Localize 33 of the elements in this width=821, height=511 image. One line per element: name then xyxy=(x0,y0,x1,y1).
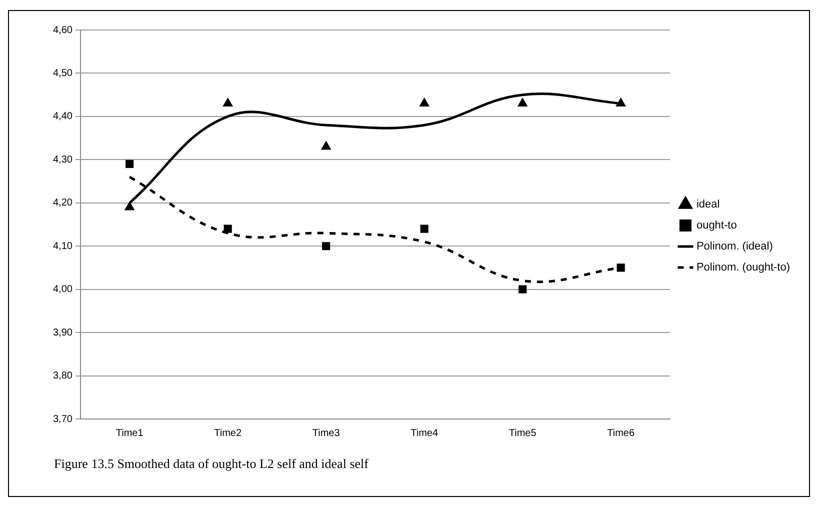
point xyxy=(616,98,626,106)
x-tick-label: Time6 xyxy=(607,428,635,439)
legend-label: ought-to xyxy=(696,220,737,232)
legend-label: ideal xyxy=(696,198,720,211)
point xyxy=(321,141,331,150)
legend-label: Polinom. (ought-to) xyxy=(696,262,790,274)
y-tick-label: 4,30 xyxy=(52,154,73,166)
point xyxy=(616,264,625,272)
point xyxy=(420,224,428,233)
x-tick-label: Time4 xyxy=(410,428,438,439)
y-tick-label: 4,10 xyxy=(52,240,73,252)
x-tick-label: Time1 xyxy=(116,428,144,439)
legend-label: Polinom. (ideal) xyxy=(696,240,773,253)
y-tick-label: 4,50 xyxy=(52,68,73,79)
y-tick-label: 3,90 xyxy=(52,327,73,338)
point xyxy=(420,98,430,106)
point xyxy=(124,202,134,210)
y-tick-label: 4,00 xyxy=(52,284,73,296)
caption: Figure 13.5 Smoothed data of ought-to L2 self and ideal self xyxy=(54,456,368,472)
y-tick-label: 3,70 xyxy=(52,414,73,425)
point xyxy=(322,242,330,250)
x-tick-label: Time5 xyxy=(508,428,537,439)
y-tick-label: 3,80 xyxy=(52,370,73,382)
point xyxy=(126,160,134,168)
point xyxy=(518,98,528,106)
y-tick-label: 4,40 xyxy=(52,111,73,122)
point xyxy=(224,224,232,233)
point xyxy=(223,98,233,106)
y-tick-label: 4,20 xyxy=(52,198,73,209)
x-tick-label: Time2 xyxy=(214,428,242,439)
point xyxy=(518,285,527,294)
x-tick-label: Time3 xyxy=(312,428,340,439)
y-tick-label: 4,60 xyxy=(52,24,73,36)
